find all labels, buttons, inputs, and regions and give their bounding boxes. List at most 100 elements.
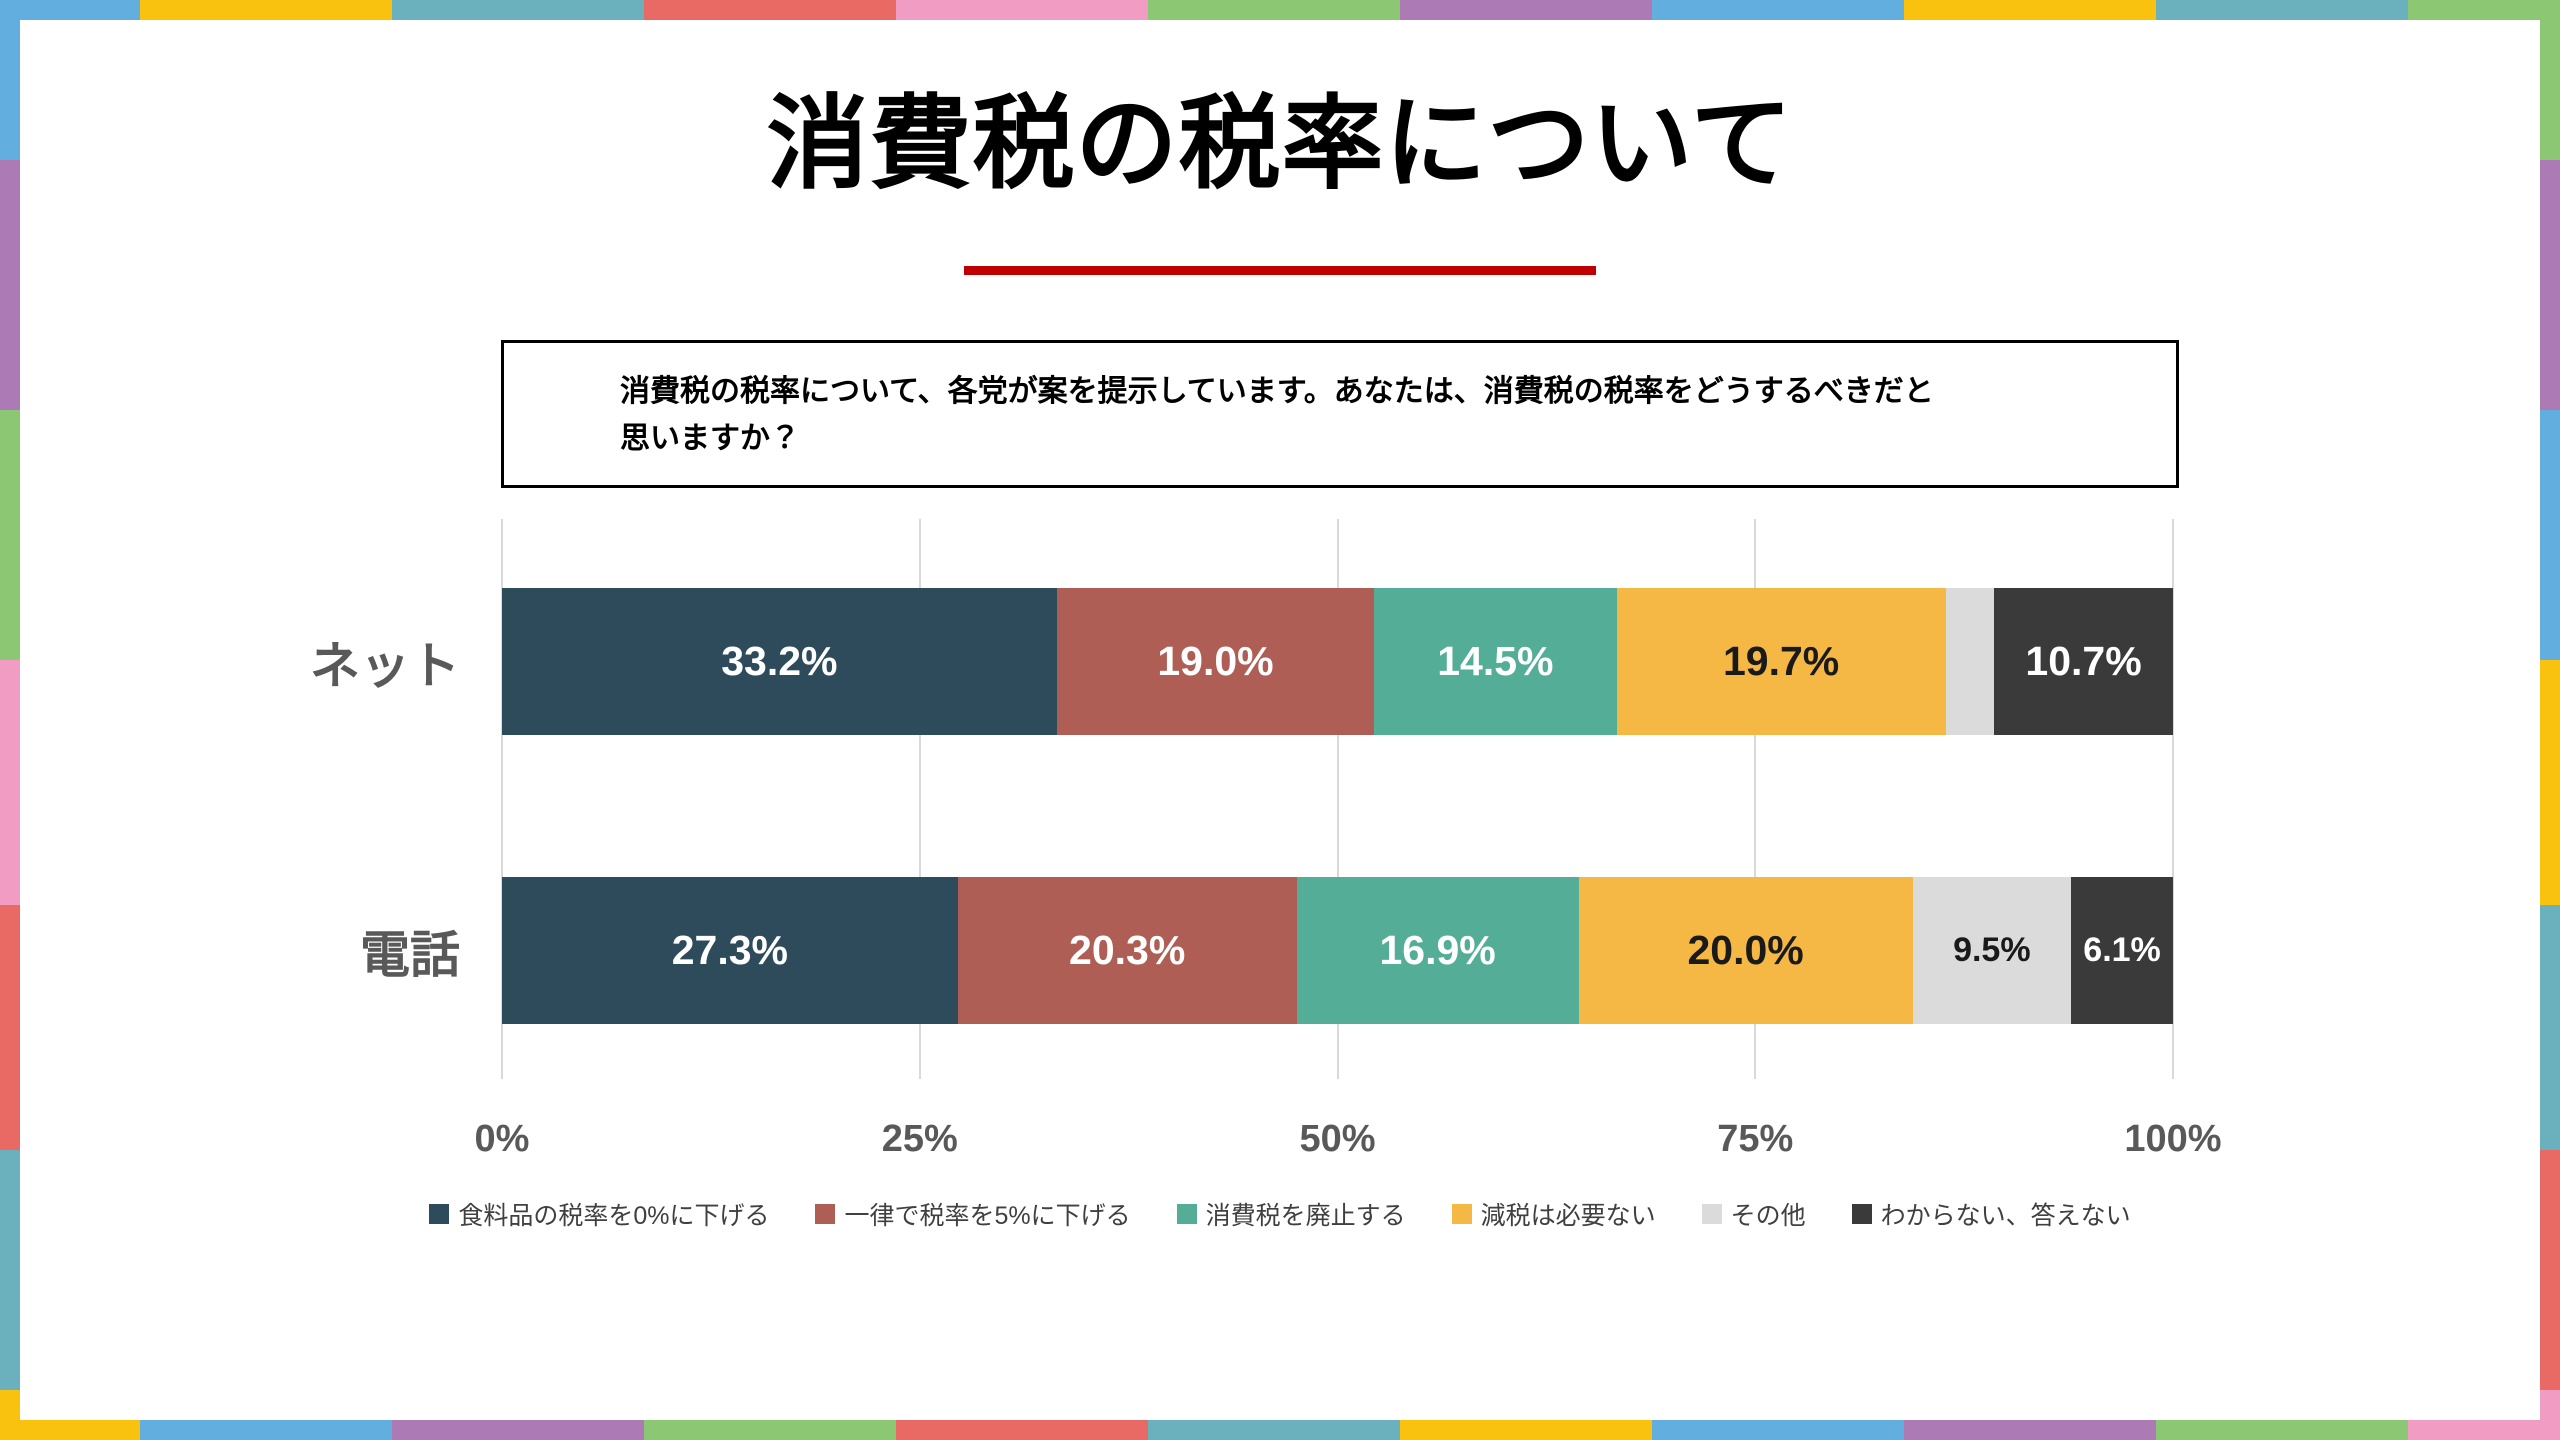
bar-segment: 9.5% (1912, 877, 2072, 1024)
bar-segment: 16.9% (1296, 877, 1579, 1024)
border-segment-blue (0, 0, 20, 160)
bar-row: 27.3% 20.3% 16.9% 20.0% 9.5% 6.1% (502, 877, 2173, 1024)
bar-segment: 19.0% (1056, 588, 1375, 735)
border-segment-blue (2540, 410, 2560, 660)
legend-label: その他 (1730, 1202, 1806, 1230)
data-label: 14.5% (1437, 638, 1554, 684)
data-label: 19.0% (1157, 638, 1274, 684)
chart-legend: 食料品の税率を0%に下げる 一律で税率を5%に下げる 消費税を廃止する 減税は必要ない… (0, 1196, 2560, 1232)
data-label: 33.2% (721, 638, 838, 684)
gridline (1754, 519, 1757, 1079)
data-label: 10.7% (2025, 638, 2142, 684)
page-border-left (0, 0, 20, 1440)
data-label: 16.9% (1379, 927, 1496, 973)
data-label: 9.5% (1953, 931, 2031, 969)
data-label: 20.0% (1687, 927, 1804, 973)
page-border-bottom (0, 1420, 2560, 1440)
page-border-right (2540, 0, 2560, 1440)
border-segment-teal (2540, 905, 2560, 1150)
x-axis-tick-label: 75% (1717, 1118, 1794, 1160)
question-text: 消費税の税率について、各党が案を提示しています。あなたは、消費税の税率をどうする… (620, 375, 1934, 455)
gridline (1336, 519, 1339, 1079)
x-axis-tick-label: 25% (881, 1118, 958, 1160)
border-segment-yellow (2540, 660, 2560, 905)
border-segment-red (644, 0, 896, 20)
border-segment-green (0, 410, 20, 660)
border-segment-teal (1148, 1420, 1400, 1440)
border-segment-yellow (140, 0, 392, 20)
border-segment-pink (896, 0, 1148, 20)
border-segment-green (2156, 1420, 2408, 1440)
bar-row: 33.2% 19.0% 14.5% 19.7% 10.7% (502, 588, 2173, 735)
gridline (501, 519, 503, 1079)
bar-segment: 14.5% (1374, 588, 1617, 735)
border-segment-green (2408, 0, 2560, 20)
data-label: 6.1% (2083, 931, 2161, 969)
border-segment-pink (0, 660, 20, 905)
border-segment-purple (1400, 0, 1652, 20)
category-label: ネット (310, 637, 460, 694)
data-label: 19.7% (1722, 638, 1840, 684)
page-title: 消費税の税率について (766, 87, 1794, 201)
question-box: 消費税の税率について、各党が案を提示しています。あなたは、消費税の税率をどうする… (501, 340, 2179, 488)
border-segment-purple (392, 1420, 644, 1440)
legend-item: 消費税を廃止する (1176, 1196, 1406, 1232)
border-segment-pink (2540, 1390, 2560, 1440)
bar-segment: 19.7% (1616, 588, 1946, 735)
x-axis-tick-label: 0% (474, 1118, 530, 1160)
title-underline (964, 266, 1596, 275)
gridline (918, 519, 921, 1079)
legend-swatch (1451, 1204, 1472, 1224)
border-segment-teal (2156, 0, 2408, 20)
border-segment-green (1148, 0, 1400, 20)
border-segment-yellow (0, 1390, 20, 1440)
legend-item: わからない、答えない (1851, 1196, 2131, 1232)
x-axis-tick-label: 100% (2124, 1118, 2222, 1160)
border-segment-red (2540, 1150, 2560, 1390)
border-segment-yellow (1400, 1420, 1652, 1440)
legend-item: 減税は必要ない (1451, 1196, 1656, 1232)
legend-swatch (429, 1204, 450, 1224)
legend-item: 食料品の税率を0%に下げる (429, 1196, 769, 1232)
legend-label: 消費税を廃止する (1205, 1202, 1406, 1230)
border-segment-blue (1652, 0, 1904, 20)
page-border-top (0, 0, 2560, 20)
legend-item: 一律で税率を5%に下げる (815, 1196, 1131, 1232)
bar-segment: 27.3% (502, 877, 958, 1024)
border-segment-blue (0, 0, 140, 20)
bar-segment: 6.1% (2071, 877, 2173, 1024)
border-segment-teal (0, 1150, 20, 1390)
legend-label: 食料品の税率を0%に下げる (458, 1202, 770, 1230)
legend-label: 一律で税率を5%に下げる (844, 1202, 1131, 1230)
legend-swatch (1701, 1204, 1722, 1224)
border-segment-teal (392, 0, 644, 20)
border-segment-blue (140, 1420, 392, 1440)
legend-swatch (1851, 1204, 1872, 1224)
border-segment-pink (2408, 1420, 2560, 1440)
bar-segment (1945, 588, 1995, 735)
border-segment-yellow (1904, 0, 2156, 20)
border-segment-purple (1904, 1420, 2156, 1440)
data-label: 20.3% (1069, 927, 1186, 973)
bar-segment: 20.0% (1578, 877, 1913, 1024)
legend-swatch (815, 1204, 836, 1224)
legend-label: 減税は必要ない (1480, 1202, 1656, 1230)
gridline (2172, 519, 2174, 1079)
border-segment-green (2540, 0, 2560, 160)
legend-item: その他 (1701, 1196, 1806, 1232)
bar-segment: 20.3% (957, 877, 1297, 1024)
border-segment-purple (2540, 160, 2560, 410)
border-segment-blue (1652, 1420, 1904, 1440)
bar-segment: 33.2% (502, 588, 1057, 735)
border-segment-red (0, 905, 20, 1150)
bar-segment: 10.7% (1994, 588, 2173, 735)
x-axis-tick-label: 50% (1299, 1118, 1376, 1160)
border-segment-green (644, 1420, 896, 1440)
legend-swatch (1176, 1204, 1197, 1224)
legend-label: わからない、答えない (1880, 1202, 2131, 1230)
category-label: 電話 (360, 926, 460, 983)
border-segment-red (896, 1420, 1148, 1440)
data-label: 27.3% (671, 927, 788, 973)
border-segment-yellow (0, 1420, 140, 1440)
